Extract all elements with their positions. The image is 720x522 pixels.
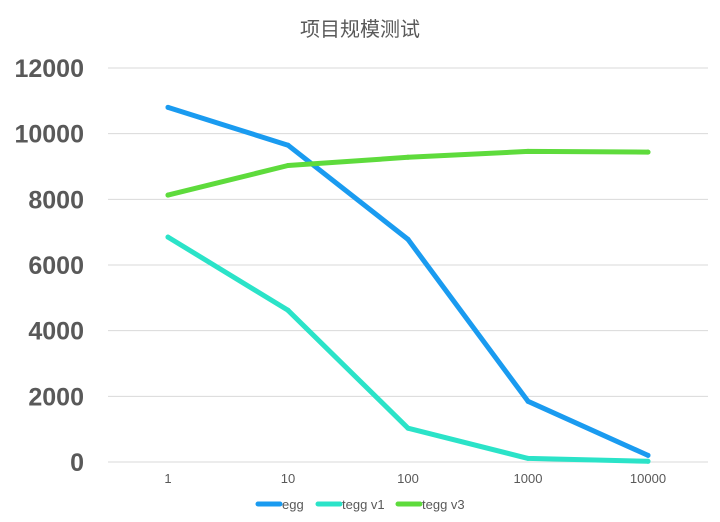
- legend-item: egg: [255, 497, 304, 512]
- data-point: [405, 236, 411, 242]
- legend-item: tegg v1: [315, 497, 385, 512]
- series-egg: [165, 104, 651, 458]
- series-tegg-v1: [165, 234, 651, 464]
- x-tick-label: 1: [164, 471, 171, 486]
- x-axis-tick-labels: 1 10 100 1000 10000: [164, 471, 666, 486]
- legend-item: tegg v3: [395, 497, 465, 512]
- x-tick-label: 10000: [630, 471, 666, 486]
- data-point: [165, 234, 171, 240]
- y-tick-label: 2000: [28, 383, 84, 411]
- data-point: [405, 154, 411, 160]
- data-point: [165, 192, 171, 198]
- series-lines: [165, 104, 651, 464]
- y-tick-label: 6000: [28, 252, 84, 280]
- data-point: [405, 425, 411, 431]
- series-tegg-v3: [165, 148, 651, 198]
- y-tick-label: 10000: [14, 121, 84, 149]
- x-tick-label: 10: [281, 471, 295, 486]
- data-point: [525, 148, 531, 154]
- data-point: [285, 307, 291, 313]
- data-point: [645, 149, 651, 155]
- x-tick-label: 1000: [514, 471, 543, 486]
- data-point: [285, 163, 291, 168]
- data-point: [525, 398, 531, 404]
- data-point: [165, 104, 171, 110]
- y-tick-label: 4000: [28, 318, 84, 346]
- chart-title: 项目规模测试: [300, 17, 420, 41]
- y-axis-tick-labels: 0 2000 4000 6000 8000 10000 12000: [14, 55, 84, 477]
- y-tick-label: 0: [70, 449, 84, 477]
- data-point: [645, 452, 651, 458]
- data-point: [525, 455, 531, 461]
- legend-label: tegg v3: [422, 497, 465, 512]
- x-tick-label: 100: [397, 471, 419, 486]
- gridlines: [108, 67, 708, 463]
- y-tick-label: 8000: [28, 186, 84, 214]
- data-point: [645, 458, 651, 464]
- legend-label: tegg v1: [342, 497, 385, 512]
- legend: egg tegg v1 tegg v3: [255, 497, 465, 512]
- data-point: [285, 142, 291, 148]
- y-tick-label: 12000: [14, 55, 84, 83]
- legend-label: egg: [282, 497, 304, 512]
